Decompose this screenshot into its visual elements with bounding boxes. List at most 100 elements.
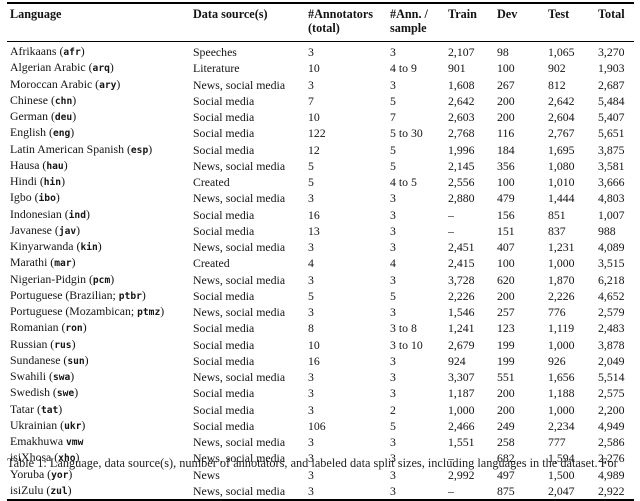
annotators-total-cell: 4: [308, 256, 314, 271]
train-cell: 2,466: [448, 418, 475, 433]
language-code: yor: [51, 469, 69, 481]
dev-cell: 875: [497, 483, 515, 498]
language-code: vmw: [66, 437, 84, 448]
language-cell: German (deu): [10, 109, 77, 123]
total-cell: 4,652: [598, 288, 625, 303]
language-cell: Javanese (jav): [10, 222, 81, 237]
ann-per-sample-cell: 3: [390, 483, 396, 498]
data-source-cell: News, social media: [193, 370, 286, 384]
total-cell: 5,407: [598, 110, 625, 124]
ann-per-sample-cell: 3: [390, 207, 396, 222]
total-cell: 2,483: [598, 321, 625, 336]
language-code: zul: [50, 485, 68, 497]
language-cell: Moroccan Arabic (ary): [10, 76, 121, 91]
total-cell: 4,089: [598, 240, 625, 254]
language-code: kin: [80, 242, 98, 253]
data-source-cell: Social media: [193, 288, 255, 303]
train-cell: 2,642: [448, 93, 475, 108]
train-cell: 2,556: [448, 175, 475, 189]
ann-per-sample-cell: 5: [390, 418, 396, 433]
total-cell: 2,579: [598, 305, 625, 319]
annotators-total-cell: 3: [308, 45, 314, 59]
test-cell: 2,047: [548, 483, 575, 498]
test-cell: 1,119: [548, 321, 575, 336]
ann-per-sample-cell: 3 to 10: [390, 337, 423, 352]
language-code: afr: [63, 47, 81, 58]
annotators-total-cell: 16: [308, 353, 320, 368]
dev-cell: 199: [497, 353, 515, 368]
language-statistics-table-wrap: Language Data source(s) #Annotators (total)…: [7, 2, 634, 501]
table-row: isiXhosa (xho) News, social media 3 3 – 682 1,…: [7, 450, 634, 466]
language-code: ptbr: [118, 290, 142, 302]
train-cell: 1,187: [448, 386, 475, 401]
total-cell: 3,270: [598, 45, 625, 59]
column-header-dev: Dev: [497, 3, 548, 42]
train-cell: 924: [448, 353, 466, 368]
test-cell: 1,870: [548, 272, 575, 287]
dev-cell: 200: [497, 93, 515, 108]
data-source-cell: Social media: [193, 142, 255, 157]
column-header-line: Train: [448, 7, 477, 21]
train-cell: –: [448, 223, 454, 238]
train-cell: 901: [448, 61, 466, 76]
table-row: English (eng) Social media 122 5 to 30 2,768…: [7, 125, 634, 141]
data-source-cell: Social media: [193, 418, 255, 433]
ann-per-sample-cell: 3: [390, 77, 396, 92]
total-cell: 4,949: [598, 418, 625, 433]
data-source-cell: Social media: [193, 93, 255, 108]
annotators-total-cell: 122: [308, 126, 326, 141]
language-cell: Marathi (mar): [10, 255, 76, 270]
language-code: hau: [46, 160, 64, 172]
train-cell: –: [448, 451, 454, 466]
data-source-cell: News, social media: [193, 272, 286, 287]
language-statistics-table: Language Data source(s) #Annotators (total)…: [7, 2, 634, 501]
language-code: jav: [58, 225, 77, 237]
test-cell: 926: [548, 353, 566, 368]
dev-cell: 151: [497, 223, 515, 238]
train-cell: 2,145: [448, 158, 475, 173]
test-cell: 2,226: [548, 288, 575, 303]
ann-per-sample-cell: 5: [390, 158, 396, 173]
annotators-total-cell: 16: [308, 207, 320, 222]
data-source-cell: News, social media: [193, 451, 286, 466]
column-header-train: Train: [448, 3, 497, 42]
ann-per-sample-cell: 3: [390, 240, 396, 254]
annotators-total-cell: 8: [308, 321, 314, 336]
dev-cell: 100: [497, 256, 515, 271]
dev-cell: 200: [497, 110, 515, 124]
test-cell: 2,234: [548, 418, 575, 433]
data-source-cell: Social media: [193, 110, 255, 124]
train-cell: 2,226: [448, 288, 475, 303]
annotators-total-cell: 3: [308, 435, 314, 449]
table-row: Igbo (ibo) News, social media 3 3 2,880 479 1,…: [7, 190, 634, 206]
total-cell: 2,586: [598, 435, 625, 449]
table-row: Indonesian (ind) Social media 16 3 – 156 851 1,…: [7, 207, 634, 223]
ann-per-sample-cell: 3: [390, 370, 396, 384]
ann-per-sample-cell: 2: [390, 402, 396, 417]
table-header: Language Data source(s) #Annotators (total)…: [7, 3, 634, 42]
ann-per-sample-cell: 3: [390, 191, 396, 206]
train-cell: 3,307: [448, 370, 475, 384]
dev-cell: 100: [497, 175, 515, 189]
test-cell: 1,444: [548, 191, 575, 206]
annotators-total-cell: 3: [308, 483, 314, 498]
table-row: Russian (rus) Social media 10 3 to 10 2,679 1…: [7, 337, 634, 353]
dev-cell: 184: [497, 142, 515, 157]
total-cell: 5,651: [598, 126, 625, 141]
data-source-cell: Social media: [193, 207, 255, 222]
column-header-annotators: #Annotators (total): [308, 3, 390, 42]
data-source-cell: Literature: [193, 61, 240, 76]
language-cell: Indonesian (ind): [10, 206, 90, 221]
language-cell: Afrikaans (afr): [10, 44, 85, 58]
data-source-cell: Social media: [193, 126, 255, 141]
language-cell: Ukrainian (ukr): [10, 417, 86, 432]
total-cell: 3,878: [598, 337, 625, 352]
language-code: ibo: [38, 193, 56, 205]
annotators-total-cell: 3: [308, 77, 314, 92]
test-cell: 1,010: [548, 175, 575, 189]
annotators-total-cell: 3: [308, 272, 314, 287]
language-cell: Swahili (swa): [10, 369, 75, 383]
test-cell: 1,695: [548, 142, 575, 157]
annotators-total-cell: 10: [308, 61, 320, 76]
language-code: ron: [65, 323, 83, 335]
